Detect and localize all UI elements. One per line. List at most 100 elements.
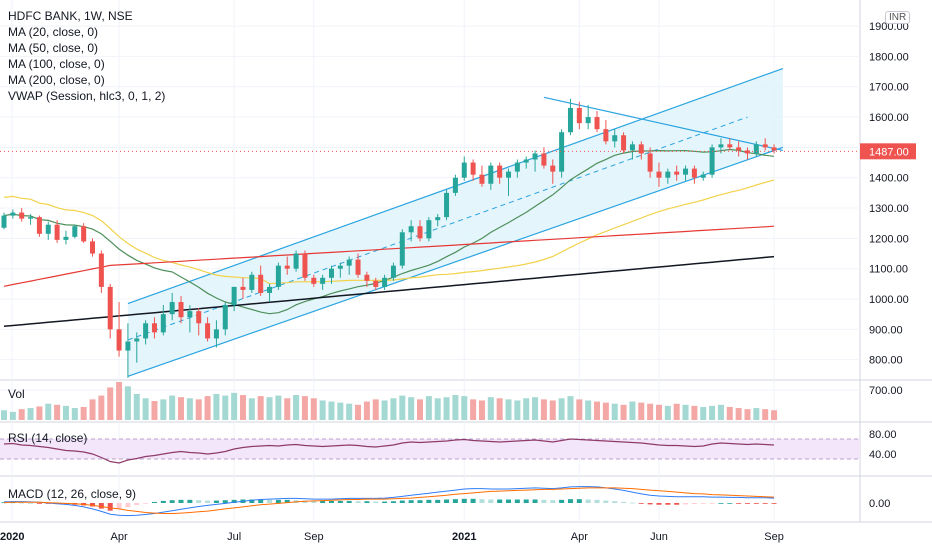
candle-body (81, 226, 87, 242)
time-axis-label: Jul (227, 531, 241, 543)
candle-body (753, 144, 759, 154)
volume-bar (381, 400, 388, 420)
volume-bar (124, 386, 131, 420)
price-tick-label: 1000.00 (869, 294, 909, 306)
macd-histogram-bar (470, 498, 476, 503)
macd-histogram-bar (355, 501, 361, 503)
macd-histogram-bar (249, 499, 255, 503)
currency-badge[interactable]: INR (885, 11, 911, 24)
macd-histogram-bar (28, 503, 34, 504)
volume-bar (355, 404, 362, 420)
macd-histogram-bar (753, 503, 759, 504)
volume-bar (558, 398, 565, 420)
channel-lower-line (127, 146, 784, 377)
indicator-ma50[interactable]: MA (50, close, 0) (8, 41, 99, 55)
candle-body (134, 338, 140, 342)
volume-bar (248, 398, 255, 420)
macd-histogram-bar (364, 501, 370, 503)
macd-histogram-bar (125, 503, 131, 508)
candle-body (647, 153, 653, 172)
candle-body (45, 224, 51, 234)
macd-histogram-bar (691, 503, 697, 505)
volume-bar (390, 398, 397, 420)
candle-body (125, 341, 131, 351)
volume-bar (567, 396, 574, 420)
indicator-ma200[interactable]: MA (200, close, 0) (8, 73, 105, 87)
channel-median-line (127, 116, 748, 341)
volume-bar (98, 395, 105, 420)
macd-histogram-bar (258, 499, 264, 503)
candle-body (638, 144, 644, 154)
candle-body (585, 117, 591, 124)
candle-body (541, 153, 547, 166)
macd-histogram-bar (523, 499, 529, 503)
macd-histogram-bar (567, 499, 573, 503)
volume-bar (700, 406, 707, 420)
candle-body (258, 274, 264, 293)
candle-body (612, 135, 618, 142)
volume-bar (266, 397, 273, 420)
candle-body (213, 329, 219, 339)
macd-histogram-bar (98, 503, 104, 509)
indicator-ma20[interactable]: MA (20, close, 0) (8, 25, 99, 39)
candle-body (718, 144, 724, 148)
candle-body (284, 265, 290, 269)
candle-body (267, 286, 273, 293)
volume-bar (585, 400, 592, 420)
volume-bar (107, 387, 114, 420)
macd-histogram-bar (90, 503, 96, 507)
volume-bar (532, 397, 539, 420)
candle-body (320, 277, 326, 284)
candle-body (231, 286, 237, 306)
candle-body (116, 329, 122, 351)
macd-histogram-bar (19, 502, 25, 504)
candle-body (514, 162, 520, 172)
rsi-line (3, 438, 775, 464)
indicator-ma100[interactable]: MA (100, close, 0) (8, 57, 105, 71)
volume-bar (301, 396, 308, 420)
candle-body (107, 286, 113, 330)
macd-histogram-bar (213, 500, 219, 503)
volume-bar (602, 402, 609, 420)
macd-histogram-bar (36, 503, 42, 504)
volume-bar (638, 402, 645, 420)
candle-body (293, 253, 299, 269)
volume-bar (399, 395, 406, 420)
candle-body (98, 253, 104, 287)
macd-histogram-bar (231, 499, 237, 503)
last-price-label: 1487.00 (869, 146, 909, 158)
price-tick-label: 1400.00 (869, 173, 909, 185)
candle-body (364, 274, 370, 281)
candle-body (506, 171, 512, 178)
macd-histogram-bar (346, 500, 352, 503)
volume-bar (664, 405, 671, 420)
macd-histogram-bar (700, 503, 706, 504)
candle-body (10, 212, 16, 216)
macd-histogram-bar (320, 500, 326, 503)
macd-histogram-bar (284, 499, 290, 503)
indicator-vwap[interactable]: VWAP (Session, hlc3, 0, 1, 2) (8, 89, 166, 103)
volume-bar (540, 399, 547, 420)
volume-bar (328, 401, 335, 420)
candle-body (629, 144, 635, 151)
macd-histogram-bar (187, 499, 193, 503)
volume-bar (18, 409, 25, 420)
macd-histogram-bar (727, 503, 733, 504)
volume-bar (470, 399, 477, 420)
macd-histogram-bar (550, 500, 556, 503)
volume-bar (461, 396, 468, 420)
volume-bar (762, 409, 769, 420)
price-tick-label: 1300.00 (869, 203, 909, 215)
price-tick-label: 1800.00 (869, 51, 909, 63)
macd-histogram-bar (629, 502, 635, 504)
symbol-title[interactable]: HDFC BANK, 1W, NSE (8, 9, 133, 23)
macd-histogram-bar (532, 499, 538, 503)
candle-body (205, 323, 211, 339)
macd-histogram-bar (452, 499, 458, 503)
volume-bar (36, 406, 43, 420)
rsi-pane-title: RSI (14, close) (8, 431, 88, 445)
macd-histogram-bar (559, 499, 565, 503)
volume-bar (505, 399, 512, 420)
macd-histogram-bar (674, 503, 680, 505)
